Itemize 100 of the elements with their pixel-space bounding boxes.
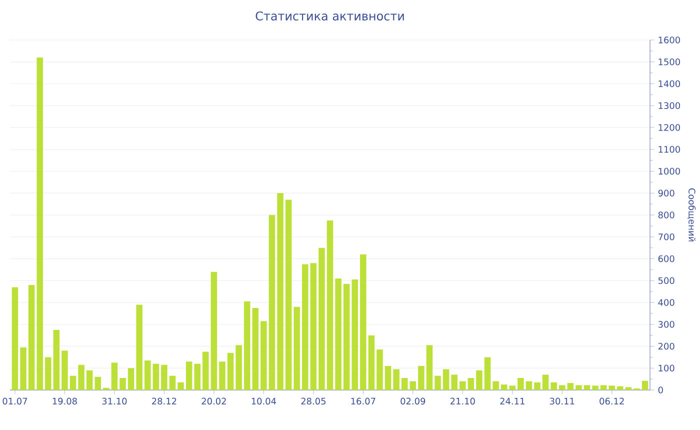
bar [202,352,209,390]
bar [120,378,126,390]
bar [136,304,142,390]
bar [426,345,433,390]
bar [509,386,516,390]
bar [343,284,350,390]
bar [542,374,549,390]
y-tick-label: 700 [658,233,674,240]
bar [492,381,499,390]
bar [550,382,557,390]
bar [210,272,218,390]
bar [326,220,334,390]
x-tick-label: 06.12 [600,398,624,405]
bar [78,364,84,390]
bar [608,386,616,390]
bar [434,376,441,390]
y-tick-label: 1000 [658,168,680,175]
bar [484,357,491,390]
x-tick-label: 16.07 [351,398,376,405]
y-tick-label: 1600 [658,36,680,44]
bar [12,287,18,390]
bar [169,376,176,390]
bar [352,280,358,390]
y-tick-label: 800 [658,212,674,218]
bar [642,380,648,390]
bar [567,383,574,390]
y-axis-title: Сообщений [687,188,696,242]
y-tick-label: 400 [658,299,674,306]
bar [558,385,566,390]
x-tick-label: 28.05 [301,398,326,405]
bar [152,364,160,390]
bar [86,370,93,390]
bar [186,362,192,390]
bar [451,374,458,390]
bar [44,357,52,390]
y-tick-label: 1100 [658,146,680,153]
bar [360,254,366,390]
x-tick-label: 24.11 [500,398,524,404]
x-tick-label: 30.11 [550,398,574,405]
bar [252,308,259,390]
bar [534,382,540,390]
bar [460,381,466,390]
bar [260,321,267,390]
bar [277,193,284,390]
y-tick-label: 900 [658,190,674,197]
bar [62,350,68,390]
bar [384,366,392,390]
bar [318,248,325,390]
bar [28,285,35,390]
x-tick-label: 21.10 [450,398,475,405]
chart-title: Статистика активности [256,11,404,20]
x-tick-label: 28.12 [152,398,176,405]
bar [393,369,400,390]
y-tick-label: 200 [658,342,674,350]
bar [468,378,474,390]
bar [161,364,168,390]
bar [600,385,607,390]
x-tick-label: 19.08 [52,398,77,405]
bar [219,362,226,390]
bar [53,330,60,390]
y-tick-label: 1300 [658,102,680,110]
bar [236,345,242,390]
bar [227,352,234,390]
y-tick-label: 1200 [658,124,680,131]
x-tick-label: 02.09 [400,398,426,405]
bar [584,385,590,390]
bar [576,385,582,390]
bar [70,376,76,390]
bar [144,360,151,390]
y-tick-label: 100 [658,364,674,372]
bar [111,362,118,390]
y-tick-label: 1500 [658,58,680,66]
bar [178,382,184,390]
bar [442,369,450,390]
y-tick-label: 600 [658,255,674,262]
x-tick-label: 01.07 [2,398,28,405]
bar [194,364,200,390]
bar [476,370,482,390]
bar [526,381,532,390]
bar [625,387,632,390]
bar [410,381,416,390]
bar [20,347,26,390]
bar [244,301,250,390]
bar [335,278,342,390]
bar [36,57,43,390]
bar [285,200,292,390]
y-tick-label: 500 [658,277,674,284]
bar [418,366,424,390]
bar [500,384,508,390]
bar [128,368,134,390]
bar [268,215,276,390]
bar [518,378,524,390]
bar [401,378,408,390]
bar [592,386,598,390]
x-tick-label: 10.04 [252,398,276,405]
bar [368,335,375,390]
y-tick-label: 1400 [658,80,680,88]
bar [302,264,308,390]
bar [376,350,383,390]
x-tick-label: 31.10 [102,398,127,405]
